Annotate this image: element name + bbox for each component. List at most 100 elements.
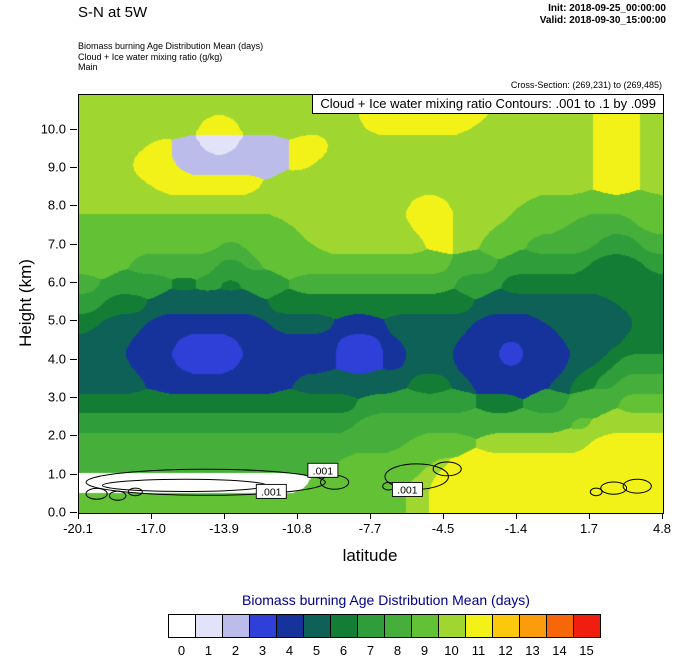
y-tick-mark [70,512,77,513]
y-tick-label: 1.0 [47,466,66,482]
colorbar-cell [438,614,466,638]
page-title: S-N at 5W [78,4,148,21]
plot-area: .001 .001 .001 Cloud + Ice water mixing ra… [78,94,664,514]
cloud-contour-line [589,487,603,497]
contour-banner: Cloud + Ice water mixing ratio Contours:… [312,94,664,114]
colorbar-tick-label: 0 [177,643,186,658]
y-tick-mark [70,320,77,322]
x-tick-mark [151,513,152,519]
x-tick-label: -13.9 [209,521,239,536]
cloud-contour-line [85,468,326,496]
x-tick-mark [78,513,79,519]
colorbar-tick-label: 5 [312,643,321,658]
colorbar-tick-label: 15 [579,643,594,658]
colorbar-tick-label: 4 [285,643,294,658]
contour-label-box [307,462,339,478]
x-tick-label: -1.4 [504,521,528,536]
colorbar-tick-label: 7 [366,643,375,658]
colorbar-cell [222,614,250,638]
y-tick-label: 7.0 [47,236,66,252]
x-tick-mark [224,513,225,519]
colorbar-cell [519,614,547,638]
heatmap-canvas [79,95,663,513]
contour-label-box [255,483,287,499]
cloud-contour-line [109,490,127,501]
y-tick-label: 4.0 [47,351,66,367]
x-tick-label: 4.8 [652,521,672,536]
colorbar-cell [411,614,439,638]
colorbar-tick-label: 12 [498,643,513,658]
run-times: Init: 2018-09-25_00:00:00 Valid: 2018-09… [540,3,666,27]
colorbar-cell [573,614,601,638]
y-tick-mark [70,281,77,283]
y-tick-label: 10.0 [40,121,66,136]
x-tick-mark [516,513,517,519]
colorbar-tick-label: 13 [525,643,540,658]
cloud-contour-line [127,487,143,497]
y-tick-mark [70,243,77,245]
y-tick-label: 3.0 [47,389,66,405]
x-tick-mark [589,513,590,519]
y-tick-label: 5.0 [47,312,66,328]
colorbar-tick-label: 10 [444,643,459,658]
y-tick-mark [70,435,77,437]
valid-time: Valid: 2018-09-30_15:00:00 [539,15,666,26]
field-line-shaded: Biomass burning Age Distribution Mean (d… [78,41,264,51]
y-tick-label: 2.0 [47,427,66,443]
y-tick-label: 8.0 [47,197,66,213]
x-tick-mark [370,513,371,519]
x-tick-label: -20.1 [63,521,93,536]
y-tick-mark [70,473,77,475]
contour-label-text: .001 [313,465,334,477]
colorbar-cell [330,614,358,638]
colorbar-tick-label: 8 [393,643,402,658]
colorbar-cell [492,614,520,638]
y-tick-label: 9.0 [47,159,66,175]
y-tick-mark [70,358,77,360]
cloud-contour-line [101,478,268,492]
colorbar-title: Biomass burning Age Distribution Mean (d… [242,592,530,608]
x-tick-label: -4.5 [431,521,455,536]
colorbar-tick-label: 11 [471,643,486,658]
colorbar-labels: 0 1 2 3 4 5 6 7 8 9 10 11 12 13 14 15 [168,643,600,658]
cloud-contour-line [85,487,108,500]
colorbar-tick-label: 9 [420,643,429,658]
colorbar-tick-label: 2 [231,643,240,658]
y-tick-label: 0.0 [47,504,66,520]
colorbar [168,614,601,638]
x-axis-label: latitude [342,546,398,565]
colorbar-cell [465,614,493,638]
colorbar-tick-label: 3 [258,643,267,658]
y-tick-mark [70,166,77,168]
cloud-contour-line [600,481,628,495]
colorbar-tick-label: 14 [552,643,567,658]
x-tick-label: -17.0 [136,521,166,536]
field-line-grid: Main [78,62,98,72]
x-tick-mark [443,513,444,519]
y-tick-label: 6.0 [47,274,66,290]
contour-label-text: .001 [261,487,282,499]
x-tick-label: -10.8 [282,521,312,536]
y-tick-mark [70,128,77,130]
field-line-contour: Cloud + Ice water mixing ratio (g/kg) [78,51,223,62]
contour-label-text: .001 [397,485,418,497]
y-tick-mark [70,205,77,207]
cross-section-label: Cross-Section: (269,231) to (269,485) [510,80,662,90]
colorbar-cell [546,614,574,638]
init-time: Init: 2018-09-25_00:00:00 [548,3,666,14]
colorbar-cell [384,614,412,638]
x-tick-mark [662,513,663,519]
colorbar-cell [357,614,385,638]
colorbar-cell [168,614,196,638]
field-description: Biomass burning Age Distribution Mean (d… [78,41,263,73]
cloud-contour-line [622,478,652,494]
contour-overlay: .001 .001 .001 [85,461,652,501]
cloud-contour-line [432,461,462,477]
colorbar-tick-label: 1 [204,643,213,658]
contour-label-box [391,482,423,497]
x-tick-label: -7.7 [358,521,382,536]
colorbar-cell [303,614,331,638]
y-axis-label: Height (km) [16,259,35,347]
colorbar-cell [195,614,223,638]
